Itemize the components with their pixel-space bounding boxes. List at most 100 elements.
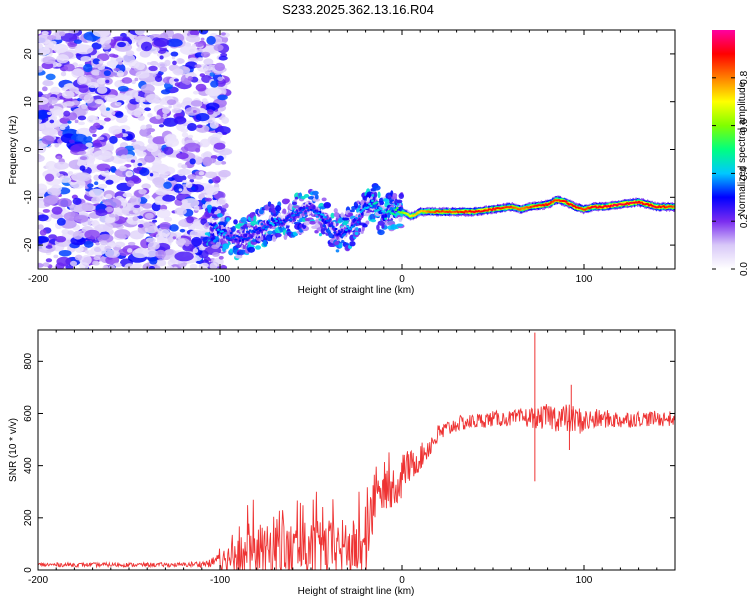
spectrogram-noise-cell [218,255,224,260]
spectrogram-noise-cell [117,41,127,48]
spectrogram-noise-cell [97,183,108,189]
spectrogram-noise-cell [162,106,171,115]
spectrogram-x-tick-label: -200 [28,274,48,285]
spectrogram-noise-cell [220,32,226,36]
spectrogram-ridge-cell [308,202,312,205]
snr-series [38,332,675,570]
spectrogram-noise-cell [145,124,153,130]
spectrogram-ridge-cell [205,222,209,228]
spectrogram-noise-cell [114,241,126,248]
spectrogram-ridge-cell [354,231,359,236]
spectrogram-noise-cell [117,85,129,92]
spectrogram-noise-cell [59,175,72,183]
spectrogram-ridge-cell [314,194,319,200]
spectrogram-noise-cell [61,229,70,235]
spectrogram-ridge-cell [377,191,381,199]
spectrogram-noise-cell [96,86,108,94]
spectrogram-noise-cell [48,234,57,240]
spectrogram-noise-cell [144,90,151,94]
snr-line [38,404,675,570]
spectrogram-noise-cell [97,136,105,141]
spectrogram-noise-cell [105,79,110,84]
spectrogram-noise-cell [99,36,112,45]
spectrogram-noise-cell [135,70,150,79]
spectrogram-noise-cell [45,73,56,81]
spectrogram-x-label: Height of straight line (km) [298,285,415,296]
spectrogram-noise-cell [208,258,212,262]
spectrogram-ridge-cell [264,204,270,211]
spectrogram-noise-cell [187,76,193,81]
spectrogram-noise-cell [162,113,168,118]
spectrogram-y-tick-label: 10 [23,96,34,108]
spectrogram-ridge-cell [362,208,366,211]
spectrogram-noise-cell [55,262,65,269]
spectrogram-noise-cell [42,208,50,213]
spectrogram-noise-cell [169,224,179,232]
spectrogram-ridge-cell [370,219,377,223]
spectrogram-noise-cell [212,133,219,138]
spectrogram-noise-cell [83,240,94,248]
spectrogram-noise-cell [86,115,99,124]
spectrogram-noise-cell [221,116,230,124]
spectrogram-noise-cell [205,187,219,196]
spectrogram-ridge-cell [340,212,345,218]
spectrogram-ridge-cell [328,218,332,221]
spectrogram-noise-cell [209,121,219,129]
spectrogram-noise-cell [183,30,189,34]
spectrogram-noise-cell [92,260,100,266]
spectrogram-noise-cell [181,132,189,138]
spectrogram-ridge-cell [344,228,348,231]
spectrogram-noise-cell [38,66,44,73]
spectrogram-ridge-cell [273,217,277,220]
spectrogram-ridge-cell [384,214,388,218]
spectrogram-noise-cell [146,143,159,153]
spectrogram-ridge-cell [330,212,335,219]
spectrogram-noise-cell [114,229,131,239]
spectrogram-ridge-cell [349,212,354,217]
snr-x-ticks: -200 -100 0 100 [28,330,676,586]
spectrogram-ridge-cell [414,213,418,216]
spectrogram-noise-cell [80,55,92,63]
spectrogram-ridge-cell [323,201,331,209]
spectrogram-noise-cell [59,126,66,130]
spectrogram-noise-cell [217,76,224,81]
spectrogram-noise-cell [149,257,158,265]
spectrogram-ridge-cell [292,216,296,221]
spectrogram-noise-cell [41,30,49,35]
spectrogram-ridge-cell [309,220,316,225]
spectrogram-noise-cell [195,113,210,122]
spectrogram-noise-cell [118,165,128,172]
colorbar-tick-label: 0.2 [739,214,750,228]
spectrogram-noise-cell [91,42,102,50]
spectrogram-ridge-cell [388,210,392,213]
spectrogram-noise-cell [183,142,201,152]
spectrogram-noise-cell [77,121,85,126]
spectrogram-noise-cell [182,122,189,127]
spectrogram-ridge-cell [365,220,370,225]
spectrogram-noise-cell [108,264,116,269]
spectrogram-ridge-cell [303,193,310,198]
spectrogram-noise-cell [105,107,111,111]
spectrogram-ridge-cell [276,223,280,226]
spectrogram-ridge-cell [331,225,335,228]
spectrogram-noise-cell [155,200,163,205]
spectrogram-noise-cell [198,171,205,176]
spectrogram-ridge-cell [272,223,275,226]
spectrogram-ridge-cell [222,243,230,250]
spectrogram-ridge-cell [551,200,555,203]
spectrogram-noise-cell [137,162,143,167]
spectrogram-noise-cell [174,82,181,87]
spectrogram-noise-cell [70,260,78,267]
spectrogram-y-tick-label: 20 [23,48,34,60]
spectrogram-noise-cell [81,105,87,110]
colorbar: 0.0 0.2 0.4 0.6 0.8 Normalized spectral ampl… [712,30,750,276]
spectrogram-noise-cell [77,63,85,68]
spectrogram-noise-cell [105,193,113,200]
spectrogram-noise-cell [194,64,202,69]
spectrogram-noise-cell [74,254,83,261]
spectrogram-noise-cell [47,35,57,41]
spectrogram-noise-cell [94,181,99,186]
spectrogram-ridge-cell [263,225,267,228]
spectrogram-ridge-cell [225,217,230,222]
spectrogram-noise-cell [139,49,151,58]
